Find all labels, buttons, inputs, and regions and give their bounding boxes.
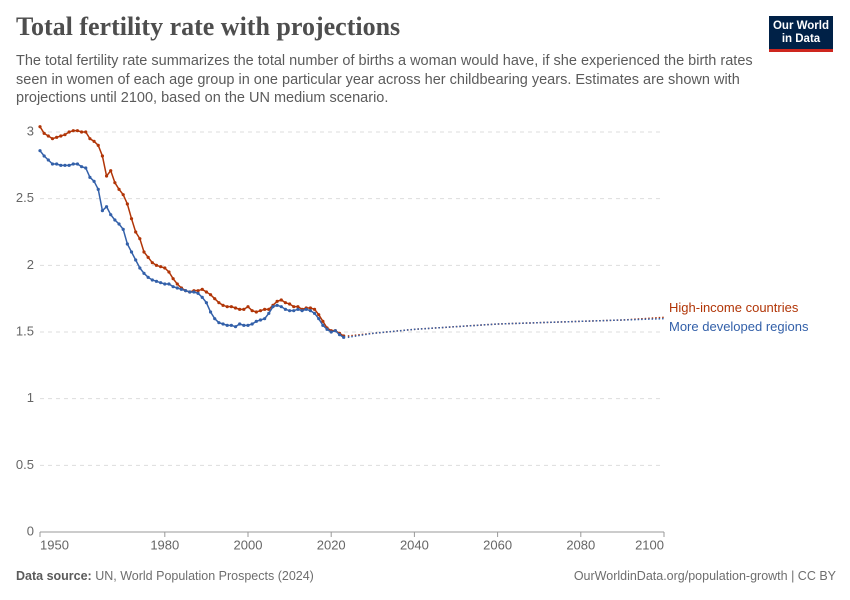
source-label: Data source: bbox=[16, 569, 92, 583]
x-tick-label: 2040 bbox=[400, 537, 429, 552]
subtitle: The total fertility rate summarizes the … bbox=[16, 53, 753, 106]
source: Data source: UN, World Population Prospe… bbox=[16, 569, 314, 583]
source-text: UN, World Population Prospects (2024) bbox=[95, 569, 314, 583]
x-tick-label: 2100 bbox=[635, 537, 664, 552]
x-tick-label: 2080 bbox=[566, 537, 595, 552]
x-tick-label: 2060 bbox=[483, 537, 512, 552]
y-tick-label: 1.5 bbox=[16, 323, 34, 338]
y-tick-label: 2 bbox=[27, 257, 34, 272]
legend-label: High-income countries bbox=[669, 300, 799, 315]
projection-line bbox=[347, 316, 665, 337]
title: Total fertility rate with projections bbox=[16, 12, 401, 41]
projection-line bbox=[347, 317, 665, 339]
y-tick-label: 3 bbox=[27, 123, 34, 138]
x-tick-label: 2020 bbox=[317, 537, 346, 552]
x-tick-label: 1950 bbox=[40, 537, 69, 552]
estimate-line bbox=[38, 149, 346, 339]
x-tick-label: 2000 bbox=[234, 537, 263, 552]
y-tick-label: 0 bbox=[27, 523, 34, 538]
logo[interactable]: Our World in Data bbox=[769, 16, 833, 52]
y-tick-label: 1 bbox=[27, 390, 34, 405]
y-tick-label: 2.5 bbox=[16, 190, 34, 205]
y-tick-label: 0.5 bbox=[16, 457, 34, 472]
legend-label: More developed regions bbox=[669, 319, 809, 334]
footer[interactable]: OurWorldinData.org/population-growth | C… bbox=[573, 569, 836, 583]
estimate-line bbox=[38, 125, 346, 338]
x-tick-label: 1980 bbox=[150, 537, 179, 552]
